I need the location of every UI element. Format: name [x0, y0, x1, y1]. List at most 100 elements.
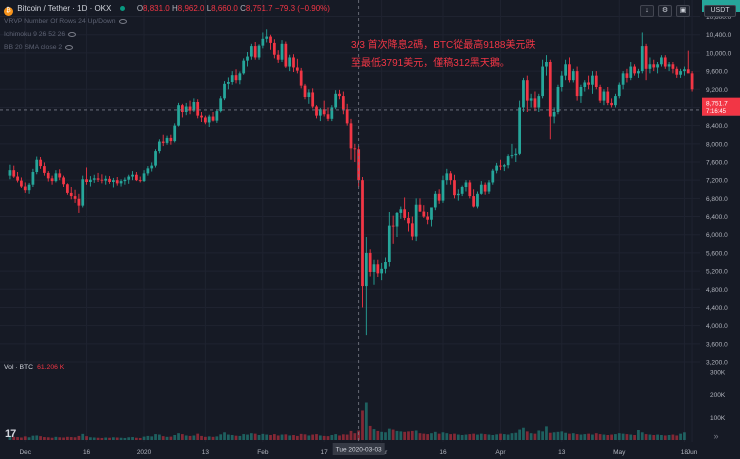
arrow-down-icon[interactable]: ↓ [640, 5, 654, 17]
candle-body [468, 182, 472, 197]
volume-bar [499, 433, 502, 440]
tradingview-logo-icon[interactable]: 17 [5, 428, 16, 440]
volume-bar [671, 434, 675, 440]
eye-icon[interactable] [65, 44, 74, 50]
camera-icon[interactable]: ▣ [676, 5, 690, 17]
annotation-line-2: 至最低3791美元，僅稿312黑天鵝。 [351, 58, 510, 69]
price-tick-label: 5,600.0 [706, 250, 728, 257]
volume-bar [292, 435, 295, 440]
indicator-ichimoku[interactable]: Ichimoku 9 26 52 26 [4, 30, 77, 39]
candle-body [207, 116, 211, 123]
volume-bar [253, 433, 257, 440]
candle-body [292, 57, 295, 68]
volume-bar [219, 434, 223, 440]
candle-body [690, 73, 694, 90]
volume-bar [522, 427, 525, 440]
time-tick-label: Apr [495, 449, 506, 456]
volume-bar [196, 433, 200, 440]
symbol-legend[interactable]: ₿ Bitcoin / Tether · 1D · OKX O8,831.0 H… [4, 4, 330, 16]
candle-body [96, 178, 100, 180]
volume-bar [85, 436, 88, 440]
candle-body [345, 109, 349, 124]
volume-bar [131, 437, 134, 440]
volume-bar [514, 432, 518, 440]
volume-bar [318, 435, 322, 440]
candle-body [265, 36, 269, 39]
candle-body [31, 172, 35, 185]
volume-bar [295, 435, 299, 440]
scroll-to-realtime-icon[interactable]: » [713, 431, 719, 441]
volume-bar [307, 435, 311, 440]
candle-body [54, 173, 58, 182]
candle-body [445, 173, 449, 181]
candle-body [376, 264, 380, 274]
settings-icon[interactable]: ⚙ [658, 5, 672, 17]
candle-body [73, 196, 77, 199]
candle-body [472, 196, 476, 207]
volume-legend-label: Vol · BTC [4, 364, 34, 371]
annotation-line-1: 3/3 首次降息2碼，BTC從最高9188美元跌 [351, 40, 536, 51]
price-tick-label: 9,200.0 [706, 87, 728, 94]
time-tick-label: 13 [202, 449, 210, 456]
time-tick-label: 17 [321, 449, 329, 456]
candle-body [361, 180, 364, 287]
candle-body [598, 87, 602, 101]
volume-bar [637, 430, 640, 440]
volume-bar [108, 437, 111, 440]
candle-body [169, 137, 173, 142]
candle-body [529, 98, 533, 101]
candle-body [667, 64, 671, 67]
candle-body [491, 170, 495, 183]
currency-button[interactable]: USDT [704, 5, 736, 17]
volume-bar [683, 432, 686, 440]
candle-body [142, 173, 146, 182]
candle-body [315, 106, 318, 116]
volume-bar [272, 434, 276, 440]
candle-body [119, 181, 123, 184]
chart-annotation[interactable]: 3/3 首次降息2碼，BTC從最高9188美元跌 至最低3791美元，僅稿312… [351, 37, 536, 73]
candle-body [407, 217, 410, 224]
candle-body [410, 223, 414, 237]
volume-bar [533, 433, 537, 440]
candle-body [20, 180, 23, 187]
indicator-label: BB 20 SMA close 2 [4, 44, 63, 51]
eye-icon[interactable] [68, 31, 77, 37]
candle-body [307, 92, 311, 97]
volume-bar [679, 433, 682, 440]
volume-bar [280, 434, 284, 440]
volume-bar [330, 435, 334, 440]
volume-bar [364, 402, 368, 440]
volume-bar [529, 433, 533, 440]
candle-body [234, 75, 238, 81]
volume-bar [50, 437, 54, 440]
candle-body [253, 46, 257, 58]
currency-selector[interactable]: USDT [704, 5, 736, 17]
indicator-bb[interactable]: BB 20 SMA close 2 [4, 43, 74, 52]
volume-bar [299, 433, 303, 440]
candle-body [43, 166, 46, 173]
volume-bar [315, 434, 318, 440]
volume-bar [644, 434, 648, 440]
candle-body [226, 82, 230, 84]
eye-icon[interactable] [118, 18, 127, 24]
symbol-title[interactable]: Bitcoin / Tether · 1D · OKX [17, 4, 112, 13]
candle-body [633, 66, 636, 74]
indicator-vrvp[interactable]: VRVP Number Of Rows 24 Up/Down [4, 17, 127, 26]
volume-bar [460, 435, 464, 440]
volume-bar [468, 434, 472, 440]
volume-legend[interactable]: Vol · BTC 61.206 K [4, 364, 64, 371]
volume-bar [184, 435, 188, 440]
volume-bar [92, 437, 96, 440]
volume-bar [12, 436, 16, 440]
volume-bar [621, 433, 625, 440]
candle-body [568, 64, 571, 81]
time-tick-label: Dec [19, 449, 31, 456]
price-tick-label: 4,400.0 [706, 305, 728, 312]
candle-body [430, 207, 433, 220]
volume-bar [177, 433, 180, 440]
volume-bar [587, 433, 590, 440]
volume-bar [602, 434, 606, 440]
